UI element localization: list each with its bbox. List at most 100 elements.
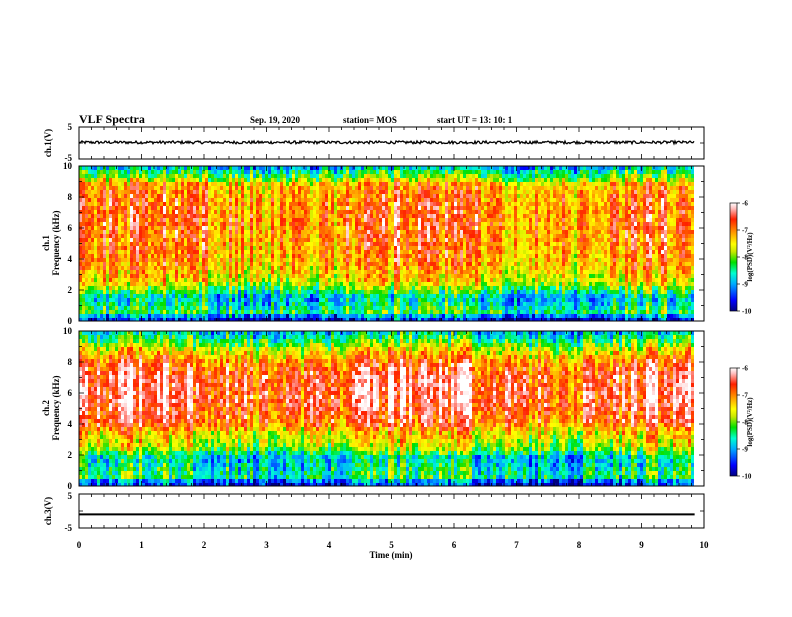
ch1-spectrogram-cell xyxy=(100,178,103,182)
ch1-spectrogram-cell xyxy=(175,210,178,214)
ch1-spectrogram-cell xyxy=(94,310,97,314)
ch1-spectrogram-cell xyxy=(385,258,388,262)
ch1-spectrogram-cell xyxy=(175,254,178,258)
ch1-spectrogram-cell xyxy=(187,302,190,306)
ch1-spectrogram-cell xyxy=(220,210,223,214)
ch1-spectrogram-cell xyxy=(349,218,352,222)
ch1-spectrogram-cell xyxy=(184,302,187,306)
ch1-spectrogram-cell xyxy=(235,234,238,238)
ch1-spectrogram-cell xyxy=(340,254,343,258)
ch1-spectrogram-cell xyxy=(400,178,403,182)
ch1-spectrogram-cell xyxy=(109,254,112,258)
ch1-spectrogram-cell xyxy=(370,226,373,230)
ch1-spectrogram-cell xyxy=(277,214,280,218)
ch1-spectrogram-cell xyxy=(436,246,439,250)
ch1-spectrogram-cell xyxy=(244,314,247,318)
ch1-spectrogram-cell xyxy=(88,178,91,182)
ch1-spectrogram-cell xyxy=(376,314,379,318)
ch1-spectrogram-cell xyxy=(400,242,403,246)
ch1-spectrogram-cell xyxy=(178,246,181,250)
ch1-spectrogram-cell xyxy=(298,310,301,314)
ch1-spectrogram-cell xyxy=(388,202,391,206)
ch1-spectrogram-cell xyxy=(265,206,268,210)
ch1-spectrogram-cell xyxy=(316,174,319,178)
ch1-spectrogram-cell xyxy=(232,310,235,314)
ch1-spectrogram-cell xyxy=(391,258,394,262)
ch1-spectrogram-cell xyxy=(121,214,124,218)
ch1-spectrogram-cell xyxy=(301,294,304,298)
ch1-spectrogram-cell xyxy=(418,206,421,210)
ch1-spectrogram-cell xyxy=(127,178,130,182)
ch1-spectrogram-cell xyxy=(223,218,226,222)
ch1-spectrogram-cell xyxy=(211,302,214,306)
ch1-spectrogram-cell xyxy=(331,166,334,170)
ch1-spectrogram-cell xyxy=(166,310,169,314)
ch1-spectrogram-cell xyxy=(328,182,331,186)
ch1-spectrogram-cell xyxy=(115,302,118,306)
ch1-spectrogram-cell xyxy=(298,254,301,258)
ch1-spectrogram-cell xyxy=(439,278,442,282)
ch1-spectrogram-cell xyxy=(265,174,268,178)
ch1-spectrogram-cell xyxy=(184,222,187,226)
ch1-spectrogram-cell xyxy=(118,254,121,258)
ch1-spectrogram-cell xyxy=(136,226,139,230)
ch1-spectrogram-cell xyxy=(238,286,241,290)
ch1-spectrogram-cell xyxy=(301,222,304,226)
ch1-spectrogram-cell xyxy=(187,202,190,206)
ch1-spectrogram-cell xyxy=(145,286,148,290)
ch1-spectrogram-cell xyxy=(373,230,376,234)
ch1-spectrogram-cell xyxy=(223,246,226,250)
ch1-spectrogram-cell xyxy=(376,238,379,242)
ch1-spectrogram-cell xyxy=(277,242,280,246)
ch1-spectrogram-cell xyxy=(235,314,238,318)
ch1-spectrogram-cell xyxy=(424,198,427,202)
ch1-spectrogram-cell xyxy=(388,310,391,314)
ch1-spectrogram-cell xyxy=(391,294,394,298)
ch1-spectrogram-cell xyxy=(280,202,283,206)
ch1-spectrogram-cell xyxy=(418,290,421,294)
ch1-spectrogram-cell xyxy=(166,306,169,310)
ch1-spectrogram-cell xyxy=(151,242,154,246)
ch1-spectrogram-cell xyxy=(421,290,424,294)
ch1-spectrogram-cell xyxy=(100,186,103,190)
ch1-spectrogram-cell xyxy=(418,282,421,286)
ch1-spectrogram-cell xyxy=(109,286,112,290)
ch1-spectrogram-cell xyxy=(91,210,94,214)
ch1-spectrogram-cell xyxy=(346,242,349,246)
ch1-spectrogram-cell xyxy=(373,286,376,290)
ch1-spectrogram-cell xyxy=(334,266,337,270)
ch1-spectrogram-cell xyxy=(286,290,289,294)
ch1-spectrogram-cell xyxy=(193,174,196,178)
ch1-spectrogram-cell xyxy=(253,306,256,310)
ch1-spectrogram-cell xyxy=(103,254,106,258)
ch1-spectrogram-cell xyxy=(379,298,382,302)
ch1-spectrogram-cell xyxy=(112,258,115,262)
ch1-spectrogram-cell xyxy=(88,250,91,254)
ch1-spectrogram-cell xyxy=(358,286,361,290)
ch1-spectrogram-cell xyxy=(178,210,181,214)
ch1-spectrogram-cell xyxy=(310,210,313,214)
ch1-spectrogram-cell xyxy=(256,178,259,182)
ch1-spectrogram-cell xyxy=(196,306,199,310)
ch1-spectrogram-cell xyxy=(346,206,349,210)
ch1-spectrogram-cell xyxy=(82,266,85,270)
ch1-spectrogram-cell xyxy=(352,206,355,210)
ch1-spectrogram-cell xyxy=(442,294,445,298)
ch1-spectrogram-cell xyxy=(169,214,172,218)
ch1-spectrogram-cell xyxy=(286,194,289,198)
ch1-spectrogram-cell xyxy=(262,266,265,270)
ch1-spectrogram-cell xyxy=(112,226,115,230)
ch1-spectrogram-cell xyxy=(262,230,265,234)
ch1-spectrogram-cell xyxy=(382,206,385,210)
ch1-spectrogram-cell xyxy=(181,206,184,210)
ch1-spectrogram-cell xyxy=(316,290,319,294)
ch1-spectrogram-cell xyxy=(298,278,301,282)
ch1-spectrogram-cell xyxy=(445,226,448,230)
ch1-spectrogram-cell xyxy=(379,166,382,170)
ch1-spectrogram-cell xyxy=(400,202,403,206)
ch1-spectrogram-cell xyxy=(118,274,121,278)
ch1-spectrogram-cell xyxy=(274,238,277,242)
ch1-spectrogram-cell xyxy=(151,190,154,194)
ch1-spectrogram-cell xyxy=(373,222,376,226)
ch1-spectrogram-cell xyxy=(436,222,439,226)
